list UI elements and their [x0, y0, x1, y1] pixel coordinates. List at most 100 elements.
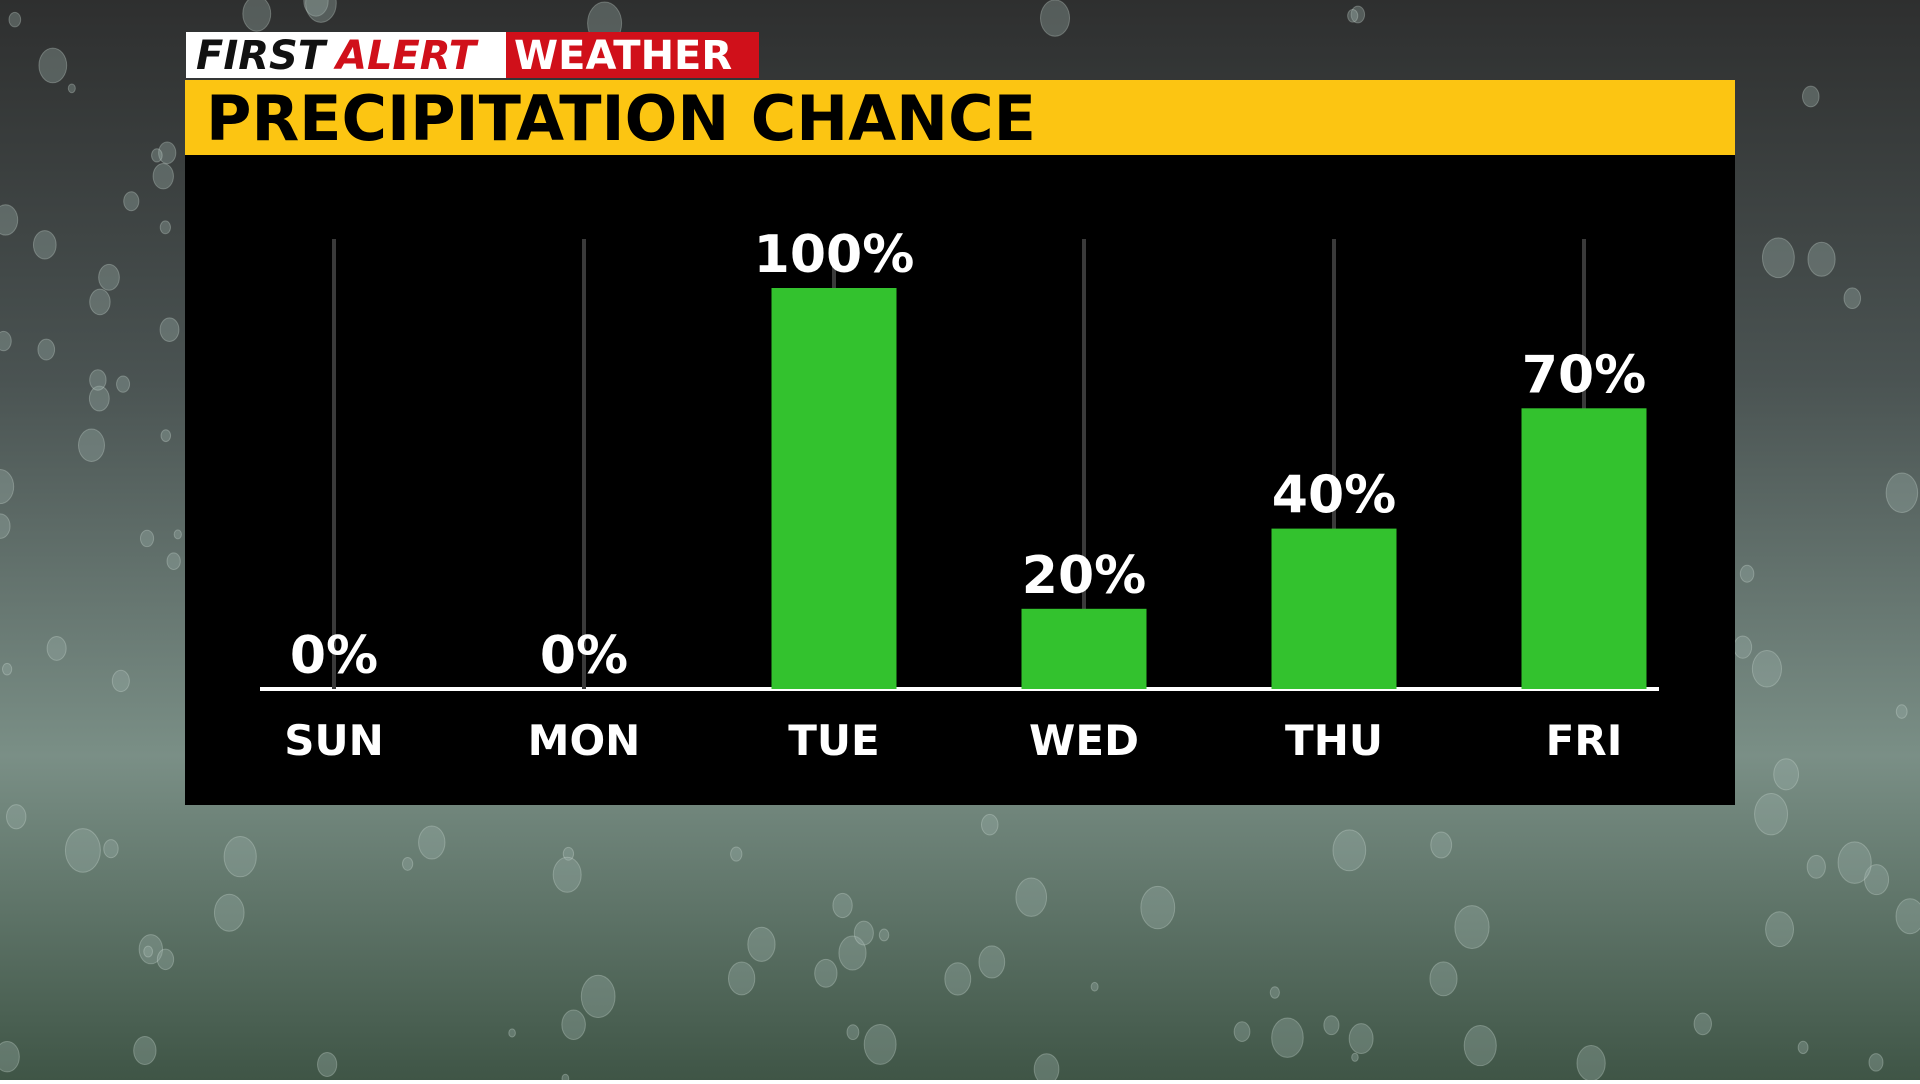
- rain-drop: [1576, 1045, 1606, 1082]
- rain-drop: [552, 856, 582, 893]
- rain-drop: [1693, 1012, 1712, 1036]
- value-label: 40%: [1272, 466, 1396, 526]
- rain-drop: [1864, 864, 1890, 896]
- rain-drop: [1351, 1052, 1359, 1062]
- rain-drop: [1754, 793, 1789, 836]
- rain-drop: [1323, 1015, 1340, 1036]
- rain-drop: [159, 317, 180, 342]
- x-tick-label: WED: [1029, 716, 1139, 765]
- rain-drop: [562, 846, 575, 861]
- bar: [1271, 528, 1397, 689]
- rain-drop: [1797, 1040, 1809, 1055]
- logo-weather: WEATHER: [514, 33, 732, 79]
- rain-drop: [1430, 831, 1453, 859]
- rain-drop: [730, 846, 743, 862]
- rain-drop: [305, 0, 337, 23]
- rain-drop: [1090, 981, 1099, 992]
- value-label: 0%: [290, 626, 378, 686]
- rain-drop: [138, 934, 164, 965]
- rain-drop: [0, 330, 12, 352]
- rain-drop: [978, 945, 1006, 979]
- logo-white-box: [186, 32, 506, 78]
- rain-drop: [1868, 1053, 1884, 1072]
- rain-drop: [727, 961, 756, 996]
- rain-drop: [1033, 1053, 1060, 1084]
- x-tick-label: SUN: [284, 716, 384, 765]
- rain-drop: [1140, 885, 1176, 930]
- rain-drop: [832, 892, 853, 919]
- rain-drop: [213, 893, 245, 932]
- logo-red-box: [506, 32, 759, 78]
- rain-drop: [1463, 1025, 1497, 1067]
- rain-drop: [8, 11, 22, 28]
- rain-drop: [1350, 5, 1366, 24]
- rain-drop: [98, 263, 120, 291]
- rain-drop: [1733, 635, 1753, 659]
- rain-drop: [0, 513, 11, 539]
- rain-drop: [1040, 0, 1071, 37]
- rain-drop: [1015, 877, 1048, 917]
- rain-drop: [814, 958, 838, 988]
- rain-drop: [37, 338, 56, 361]
- value-label: 70%: [1522, 345, 1646, 405]
- rain-drop: [32, 230, 57, 260]
- logo-first: FIRST: [196, 33, 328, 79]
- rain-drop: [1429, 961, 1458, 997]
- rain-drop: [111, 669, 130, 693]
- rain-drop: [152, 162, 174, 190]
- rain-drop: [89, 288, 111, 316]
- rain-drop: [863, 1023, 897, 1065]
- x-tick-label: TUE: [788, 716, 879, 765]
- rain-drop: [1801, 85, 1820, 108]
- rain-drop: [1837, 841, 1872, 884]
- rain-drop: [1806, 854, 1826, 879]
- rain-drop: [160, 429, 172, 443]
- rain-drop: [116, 375, 131, 393]
- rain-drop: [846, 1024, 860, 1041]
- rain-drop: [853, 920, 874, 946]
- rain-drop: [1332, 829, 1367, 872]
- rain-drop: [303, 0, 329, 17]
- rain-drop: [1454, 905, 1490, 949]
- rain-drop: [878, 928, 890, 942]
- rain-drop: [242, 0, 272, 32]
- rain-drop: [1271, 1017, 1304, 1058]
- rain-drop: [1348, 1023, 1374, 1055]
- rain-drop: [561, 1009, 586, 1040]
- rain-drop: [1739, 564, 1755, 583]
- rain-drop: [6, 804, 27, 830]
- rain-drop: [156, 948, 175, 971]
- x-tick-label: FRI: [1546, 716, 1623, 765]
- rain-drop: [580, 974, 616, 1018]
- rain-drop: [747, 926, 776, 962]
- rain-drop: [1885, 472, 1919, 513]
- rain-drop: [64, 828, 101, 873]
- rain-drop: [1895, 704, 1908, 719]
- value-label: 0%: [540, 626, 628, 686]
- rain-drop: [166, 552, 181, 570]
- x-tick-label: THU: [1285, 716, 1383, 765]
- rain-drop: [317, 1051, 338, 1077]
- rain-drop: [88, 385, 110, 412]
- rain-drop: [508, 1028, 516, 1038]
- rain-drop: [158, 141, 177, 165]
- rain-drop: [123, 191, 140, 212]
- rain-drop: [1895, 898, 1920, 935]
- rain-drop: [1761, 237, 1795, 279]
- chart-panel: [185, 155, 1735, 805]
- rain-drop: [139, 529, 155, 548]
- rain-drop: [46, 636, 67, 661]
- bar: [771, 288, 897, 689]
- rain-drop: [223, 836, 257, 878]
- rain-drop: [980, 813, 999, 836]
- rain-drop: [0, 1041, 20, 1073]
- rain-drop: [38, 47, 68, 84]
- rain-drop: [89, 369, 107, 391]
- rain-drop: [1843, 287, 1862, 310]
- chart-title: PRECIPITATION CHANCE: [206, 82, 1036, 155]
- rain-drop: [143, 945, 154, 958]
- x-tick-label: MON: [528, 716, 641, 765]
- rain-drop: [0, 469, 15, 505]
